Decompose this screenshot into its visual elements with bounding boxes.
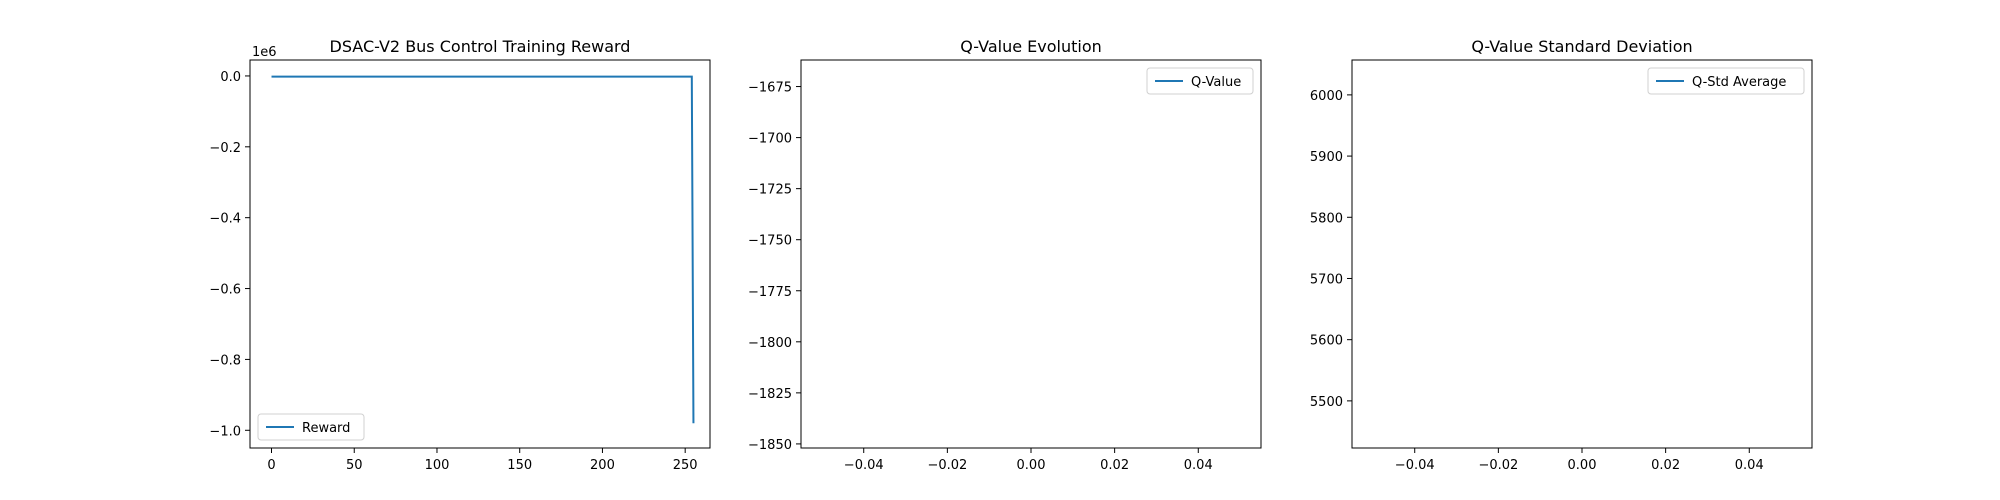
x-tick-label: 0.00 <box>1568 458 1597 473</box>
x-axis: 0 50 100 150 200 250 <box>267 448 698 473</box>
x-tick-label: −0.02 <box>1478 458 1518 473</box>
q-std-chart-panel: Q-Value Standard Deviation −0.04 −0.02 0.0… <box>1310 37 1813 473</box>
y-tick-label: −1800 <box>748 336 792 351</box>
y-tick-label: −1700 <box>748 132 792 147</box>
y-axis: 0.0 −0.2 −0.4 −0.6 −0.8 −1.0 <box>209 70 250 439</box>
x-tick-label: 150 <box>507 458 532 473</box>
x-tick-label: 0.00 <box>1017 458 1046 473</box>
legend-box <box>1647 67 1805 95</box>
legend-label: Reward <box>302 421 350 436</box>
x-tick-label: 250 <box>673 458 698 473</box>
chart-title: DSAC-V2 Bus Control Training Reward <box>330 37 631 56</box>
x-tick-label: 50 <box>346 458 363 473</box>
y-tick-label: −0.4 <box>209 212 241 227</box>
plot-area <box>271 75 695 424</box>
y-tick-label: −1725 <box>748 183 792 198</box>
series-line-reward <box>271 75 695 424</box>
y-tick-label: −1850 <box>748 438 792 453</box>
y-tick-label: −0.6 <box>209 283 241 298</box>
x-tick-label: −0.04 <box>844 458 884 473</box>
y-tick-label: −1.0 <box>209 424 241 439</box>
x-tick-label: 0.04 <box>1184 458 1213 473</box>
y-offset-label: 1e6 <box>252 45 277 60</box>
axes-frame <box>249 59 711 449</box>
legend: Q-Value <box>1146 67 1254 95</box>
y-tick-label: −1825 <box>748 387 792 402</box>
y-tick-label: 5700 <box>1310 272 1343 287</box>
legend-box <box>257 413 365 441</box>
y-tick-label: 5800 <box>1310 211 1343 226</box>
legend-label: Q-Value <box>1191 75 1241 90</box>
y-tick-label: 0.0 <box>220 70 241 85</box>
chart-title: Q-Value Standard Deviation <box>1471 37 1692 56</box>
x-tick-label: 0.04 <box>1735 458 1764 473</box>
y-tick-label: 5900 <box>1310 150 1343 165</box>
reward-chart-panel: DSAC-V2 Bus Control Training Reward 1e6 … <box>209 37 711 473</box>
y-axis: −1675 −1700 −1725 −1750 −1775 −1800 −1825 −1850 <box>748 81 801 453</box>
q-value-chart-panel: Q-Value Evolution −0.04 −0.02 0.00 0.02 0.04… <box>748 37 1262 473</box>
x-axis: −0.04 −0.02 0.00 0.02 0.04 <box>844 448 1213 473</box>
x-tick-label: 200 <box>590 458 615 473</box>
x-tick-label: 0 <box>267 458 275 473</box>
legend: Q-Std Average <box>1647 67 1805 95</box>
x-tick-label: 0.02 <box>1651 458 1680 473</box>
x-tick-label: −0.04 <box>1395 458 1435 473</box>
y-tick-label: −1675 <box>748 81 792 96</box>
y-tick-label: −1775 <box>748 285 792 300</box>
x-axis: −0.04 −0.02 0.00 0.02 0.04 <box>1395 448 1764 473</box>
x-tick-label: 0.02 <box>1100 458 1129 473</box>
legend: Reward <box>257 413 365 441</box>
y-tick-label: 6000 <box>1310 89 1343 104</box>
x-tick-label: 100 <box>425 458 450 473</box>
y-tick-label: 5500 <box>1310 395 1343 410</box>
x-tick-label: −0.02 <box>927 458 967 473</box>
chart-title: Q-Value Evolution <box>960 37 1102 56</box>
y-tick-label: −1750 <box>748 234 792 249</box>
legend-label: Q-Std Average <box>1692 75 1786 90</box>
y-axis: 6000 5900 5800 5700 5600 5500 <box>1310 89 1352 410</box>
legend-box <box>1146 67 1254 95</box>
y-tick-label: 5600 <box>1310 334 1343 349</box>
y-tick-label: −0.2 <box>209 141 241 156</box>
y-tick-label: −0.8 <box>209 353 241 368</box>
